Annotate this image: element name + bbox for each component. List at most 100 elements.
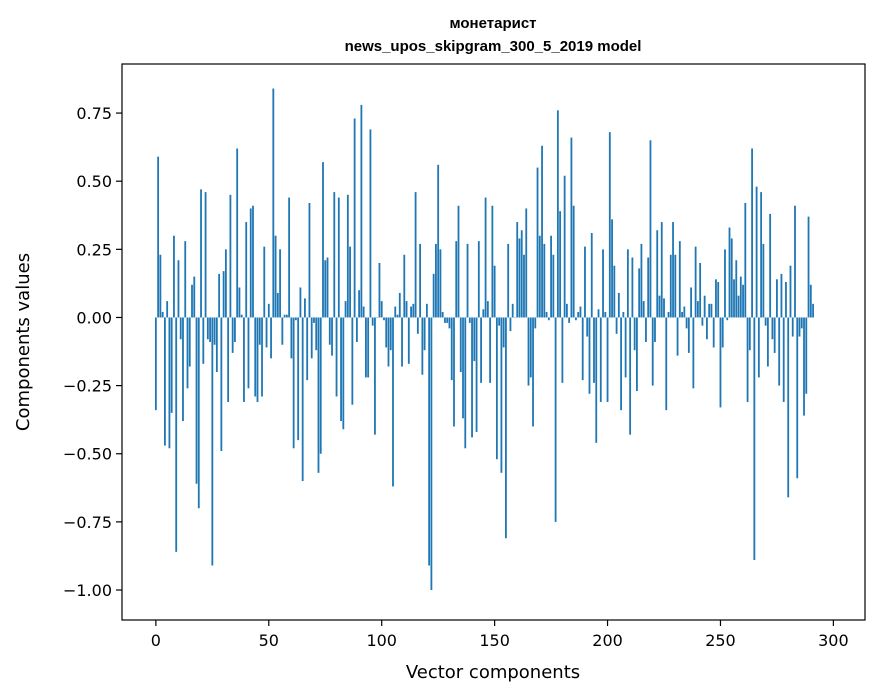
bar-75 bbox=[324, 260, 327, 318]
bar-108 bbox=[398, 292, 401, 318]
bar-115 bbox=[414, 192, 417, 318]
bar-43 bbox=[252, 205, 254, 318]
bar-172 bbox=[543, 243, 546, 318]
bar-160 bbox=[516, 222, 519, 318]
bar-154 bbox=[502, 317, 505, 348]
bar-112 bbox=[407, 317, 410, 364]
y-tick-label: −1.00 bbox=[63, 581, 112, 600]
bar-200 bbox=[606, 317, 609, 402]
x-tick-label: 250 bbox=[705, 631, 736, 650]
bar-236 bbox=[687, 317, 690, 353]
x-tick-label: 150 bbox=[479, 631, 510, 650]
x-tick-label: 50 bbox=[259, 631, 279, 650]
bar-228 bbox=[669, 254, 672, 318]
bar-230 bbox=[674, 254, 677, 318]
bar-151 bbox=[495, 317, 498, 460]
bar-271 bbox=[766, 317, 769, 367]
bar-101 bbox=[383, 317, 385, 321]
bar-23 bbox=[206, 317, 209, 340]
bar-124 bbox=[435, 243, 437, 318]
bar-123 bbox=[432, 273, 435, 318]
bar-192 bbox=[588, 317, 591, 394]
bar-104 bbox=[389, 317, 392, 351]
bar-173 bbox=[545, 312, 548, 318]
bar-25 bbox=[211, 317, 214, 566]
bar-107 bbox=[396, 314, 399, 318]
bar-165 bbox=[527, 317, 530, 386]
bar-169 bbox=[536, 167, 539, 318]
bar-86 bbox=[349, 246, 351, 318]
bar-257 bbox=[735, 260, 738, 318]
bar-106 bbox=[394, 306, 397, 318]
bar-0 bbox=[154, 317, 157, 411]
bar-105 bbox=[392, 317, 394, 487]
bar-161 bbox=[518, 238, 521, 318]
bar-125 bbox=[437, 164, 440, 318]
chart-title: монетарист bbox=[449, 15, 536, 32]
bar-87 bbox=[351, 317, 354, 405]
bar-261 bbox=[744, 203, 747, 318]
bar-14 bbox=[186, 317, 189, 389]
bar-11 bbox=[179, 317, 182, 340]
bar-181 bbox=[563, 175, 566, 318]
bar-126 bbox=[439, 249, 442, 318]
bar-231 bbox=[676, 317, 679, 356]
bar-78 bbox=[331, 317, 333, 356]
bar-12 bbox=[182, 317, 184, 422]
bar-110 bbox=[403, 254, 406, 318]
bar-206 bbox=[620, 317, 622, 411]
bar-36 bbox=[236, 148, 239, 318]
bar-249 bbox=[717, 282, 720, 318]
bar-146 bbox=[484, 197, 487, 318]
x-axis-ticks: 0 50 100 150 200 250 300 bbox=[151, 620, 849, 650]
bar-276 bbox=[778, 317, 781, 386]
bar-95 bbox=[369, 129, 372, 318]
bar-4 bbox=[164, 317, 166, 446]
bar-247 bbox=[712, 317, 715, 348]
bar-218 bbox=[647, 257, 650, 318]
bar-41 bbox=[247, 317, 250, 389]
bar-48 bbox=[263, 246, 266, 318]
bar-1 bbox=[157, 156, 160, 318]
bar-288 bbox=[805, 317, 808, 394]
bar-17 bbox=[193, 276, 196, 318]
x-tick-label: 200 bbox=[592, 631, 623, 650]
bar-178 bbox=[556, 110, 559, 318]
bar-74 bbox=[322, 162, 324, 318]
bar-263 bbox=[748, 317, 751, 351]
bar-38 bbox=[240, 314, 243, 318]
bar-205 bbox=[617, 292, 620, 318]
bar-185 bbox=[572, 205, 575, 318]
bar-219 bbox=[649, 140, 652, 318]
bar-281 bbox=[789, 265, 792, 318]
bar-145 bbox=[482, 309, 485, 318]
bar-220 bbox=[651, 317, 654, 386]
bar-54 bbox=[276, 292, 279, 318]
bar-283 bbox=[794, 205, 796, 318]
y-tick-label: −0.25 bbox=[63, 377, 112, 396]
bar-150 bbox=[493, 265, 496, 318]
bar-61 bbox=[292, 317, 295, 449]
bar-266 bbox=[755, 186, 758, 318]
bar-57 bbox=[283, 314, 286, 318]
bar-237 bbox=[690, 287, 693, 318]
bar-133 bbox=[455, 241, 458, 318]
bar-187 bbox=[577, 312, 580, 318]
bar-96 bbox=[371, 317, 374, 326]
bar-166 bbox=[529, 317, 532, 378]
bar-27 bbox=[215, 317, 218, 372]
x-tick-label: 0 bbox=[151, 631, 161, 650]
bar-46 bbox=[258, 317, 261, 345]
bar-250 bbox=[719, 317, 722, 408]
bar-21 bbox=[202, 317, 205, 364]
bar-140 bbox=[471, 317, 473, 438]
bar-92 bbox=[362, 306, 365, 318]
bar-156 bbox=[507, 243, 510, 318]
bar-22 bbox=[204, 192, 207, 318]
bar-18 bbox=[195, 317, 198, 484]
bar-209 bbox=[626, 249, 629, 318]
bar-33 bbox=[229, 194, 232, 318]
bar-195 bbox=[595, 317, 598, 443]
bar-175 bbox=[550, 235, 552, 318]
bar-142 bbox=[475, 317, 478, 432]
